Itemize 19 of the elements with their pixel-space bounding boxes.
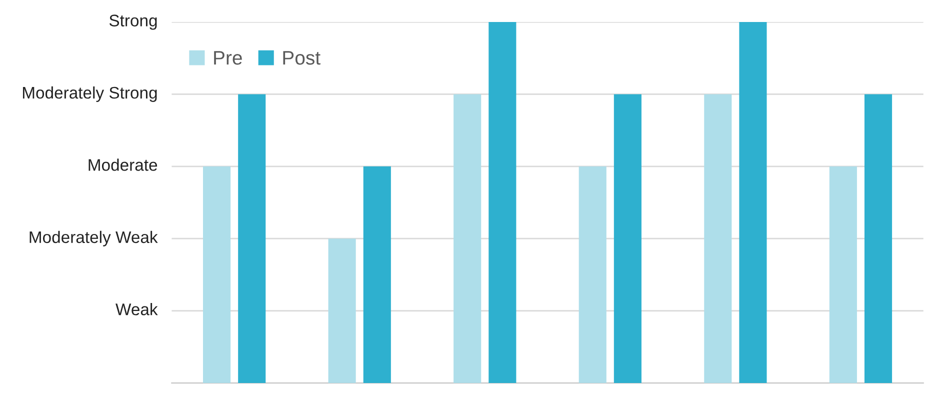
- ref-line-label: Moderate: [88, 158, 158, 171]
- bar: [363, 166, 391, 383]
- ref-line-label: Weak: [116, 303, 158, 316]
- bar: [578, 166, 606, 383]
- bar: [704, 94, 732, 383]
- bar: [614, 94, 642, 383]
- bar: [203, 166, 231, 383]
- ref-line-label: Moderately Strong: [22, 86, 157, 102]
- bar: [238, 94, 266, 383]
- bar: [454, 94, 482, 383]
- legend-label: Pre: [214, 51, 242, 65]
- bar: [864, 94, 892, 383]
- bar: [829, 166, 857, 383]
- ref-line-label: Strong: [109, 14, 157, 30]
- ref-line-label: Moderately Weak: [30, 230, 158, 246]
- bar: [488, 22, 516, 383]
- legend-label: Post: [283, 51, 320, 65]
- bar: [739, 22, 767, 383]
- bar: [328, 238, 356, 383]
